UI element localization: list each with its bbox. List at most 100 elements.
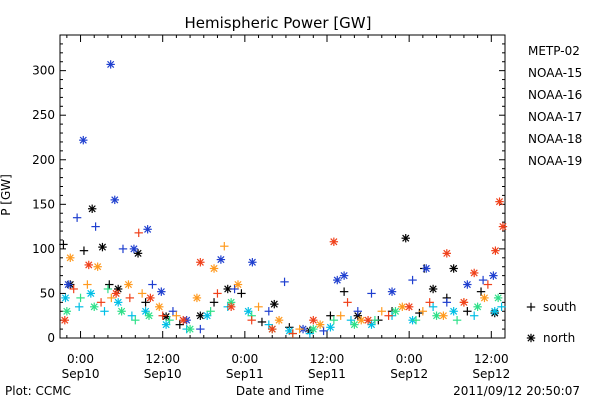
data-point <box>367 289 376 298</box>
x-tick-date-label: Sep11 <box>308 367 346 381</box>
data-point <box>493 293 503 303</box>
data-point <box>76 293 85 303</box>
data-point <box>469 311 479 320</box>
data-point <box>401 233 410 243</box>
x-tick-date-label: Sep10 <box>144 367 182 381</box>
data-point <box>185 324 195 334</box>
data-point <box>270 299 279 309</box>
data-point <box>157 287 166 296</box>
data-point <box>125 293 135 303</box>
data-point <box>107 293 116 303</box>
data-point <box>59 240 68 249</box>
data-point <box>134 228 143 238</box>
y-axis-title-group: P [GW] <box>0 174 13 216</box>
x-axis-title: Date and Time <box>236 384 324 398</box>
x-tick-time-label: 0:00 <box>396 352 423 366</box>
data-point <box>274 315 284 325</box>
data-point <box>105 280 114 289</box>
y-tick-label: 250 <box>32 108 55 122</box>
data-point <box>411 315 421 325</box>
data-point <box>357 315 366 325</box>
legend-marker-symbol <box>526 333 536 343</box>
data-point <box>223 284 232 294</box>
legend-entry: NOAA-16 <box>528 88 582 102</box>
data-point <box>148 280 157 289</box>
data-point <box>408 275 417 285</box>
data-point <box>161 320 171 329</box>
data-point <box>415 308 424 318</box>
x-tick-time-label: 0:00 <box>67 352 94 366</box>
data-point <box>93 262 102 271</box>
legend-entry: NOAA-15 <box>528 66 582 80</box>
data-point <box>74 302 84 312</box>
y-axis: 0 50 100 150 200 250 300 <box>32 43 505 345</box>
data-point <box>90 302 99 312</box>
data-point <box>248 258 257 267</box>
data-point <box>326 311 335 320</box>
data-point <box>422 264 431 273</box>
data-point <box>442 249 452 258</box>
data-point <box>495 197 504 206</box>
data-point <box>206 307 215 316</box>
data-point <box>161 312 171 321</box>
data-point <box>61 293 70 303</box>
data-point <box>110 195 119 205</box>
data-point <box>315 320 325 329</box>
data-point <box>172 311 181 320</box>
data-point <box>106 60 115 69</box>
data-point <box>216 255 226 264</box>
legend-entry: NOAA-18 <box>528 132 582 146</box>
data-point <box>86 289 96 298</box>
data-point <box>213 289 222 298</box>
y-tick-label: 150 <box>32 197 55 211</box>
data-point <box>478 275 488 285</box>
data-point <box>131 315 140 325</box>
footer-credit: Plot: CCMC <box>5 384 71 398</box>
data-point <box>449 307 458 316</box>
data-point <box>428 284 438 294</box>
data-point <box>442 298 452 307</box>
x-tick-date-label: Sep10 <box>62 367 100 381</box>
data-point <box>476 287 486 296</box>
data-point <box>404 302 414 312</box>
legend-entry: NOAA-19 <box>528 154 582 168</box>
data-markers <box>59 60 508 338</box>
data-point <box>339 287 349 296</box>
data-point <box>237 289 246 298</box>
data-point <box>288 329 297 338</box>
data-point <box>491 246 500 255</box>
data-point <box>333 275 342 285</box>
data-point <box>144 311 154 320</box>
data-point <box>118 244 128 254</box>
data-point <box>87 204 97 213</box>
x-tick-time-label: 0:00 <box>231 352 258 366</box>
data-point <box>387 287 397 296</box>
data-point <box>309 315 318 325</box>
legend: METP-02 NOAA-15 NOAA-16 NOAA-17 NOAA-18 NOAA-… <box>526 44 582 345</box>
y-tick-label: 200 <box>32 153 55 167</box>
data-point <box>391 307 400 316</box>
data-point <box>490 307 499 316</box>
data-point <box>309 324 318 334</box>
data-point <box>117 307 126 316</box>
data-point <box>192 293 202 303</box>
data-point <box>384 311 393 320</box>
data-point <box>226 302 236 312</box>
data-point <box>129 244 139 254</box>
data-point <box>264 320 274 329</box>
x-tick-time-label: 12:00 <box>474 352 509 366</box>
data-point <box>233 280 243 289</box>
data-point <box>83 280 92 289</box>
data-point <box>66 253 75 262</box>
x-tick-date-label: Sep11 <box>226 367 264 381</box>
data-point <box>264 307 274 316</box>
data-point <box>377 307 386 316</box>
data-point <box>353 307 363 316</box>
data-point <box>319 326 328 336</box>
data-point <box>168 307 178 316</box>
data-point <box>103 284 113 294</box>
y-tick-label: 100 <box>32 242 55 256</box>
data-point <box>329 315 339 325</box>
data-point <box>350 320 359 329</box>
